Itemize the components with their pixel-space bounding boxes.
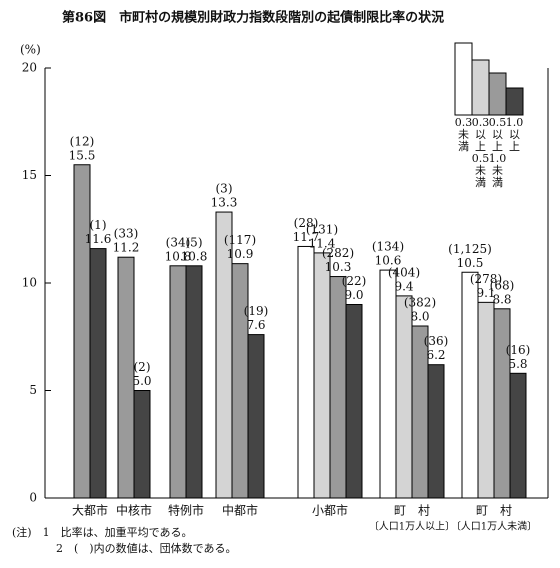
bar <box>345 304 363 499</box>
legend-swatch <box>505 87 524 116</box>
x-tick-label: 大都市 <box>72 503 108 518</box>
legend-swatch <box>471 59 490 116</box>
count-label: (117) <box>224 233 256 247</box>
count-label: (3) <box>216 182 233 196</box>
count-label: (33) <box>114 227 139 241</box>
category-note: 〔人口1万人未満〕 <box>451 521 537 533</box>
bar <box>379 269 397 499</box>
y-tick-label: 15 <box>22 168 37 182</box>
y-tick-label: 10 <box>22 276 37 290</box>
bar <box>313 252 331 499</box>
count-label: (12) <box>70 134 95 148</box>
value-label: 10.6 <box>375 254 402 268</box>
bar <box>133 390 151 499</box>
value-label: 11.2 <box>113 241 140 255</box>
bar <box>89 248 107 499</box>
value-label: 10.8 <box>181 249 208 263</box>
value-label: 13.3 <box>211 196 238 210</box>
y-axis-label: (%) <box>20 43 41 57</box>
count-label: (36) <box>424 334 449 348</box>
bar <box>169 265 187 499</box>
legend-swatch <box>488 72 507 116</box>
note: (注) 1 比率は、加重平均である。 <box>12 525 192 539</box>
chart-title: 第86図 市町村の規模別財政力指数段階別の起債制限比率の状況 <box>62 10 444 26</box>
count-label: (278) <box>470 272 502 286</box>
y-tick-label: 0 <box>29 491 37 505</box>
legend-swatch <box>454 42 473 116</box>
bar <box>231 263 249 499</box>
legend-label: 0.3 以上 0.5 未満 <box>472 116 490 189</box>
value-label: 8.0 <box>410 310 429 324</box>
bar <box>493 308 511 499</box>
value-label: 11.4 <box>309 236 336 250</box>
bar <box>247 334 265 499</box>
count-label: (134) <box>372 240 404 254</box>
x-tick-label: 特例市 <box>168 503 204 518</box>
value-label: 8.8 <box>492 292 511 306</box>
count-label: (16) <box>506 343 531 357</box>
bar <box>73 164 91 499</box>
count-label: (5) <box>186 235 203 249</box>
bar <box>509 372 527 499</box>
bar <box>185 265 203 499</box>
legend-label: 0.3 未満 <box>455 116 473 153</box>
legend-label: 1.0 以上 <box>506 116 524 153</box>
count-label: (19) <box>244 304 269 318</box>
bar <box>117 256 135 499</box>
count-label: (68) <box>490 278 515 292</box>
count-label: (131) <box>306 222 338 236</box>
x-tick-label: 小都市 <box>312 503 348 518</box>
bar <box>461 271 479 499</box>
value-label: 9.1 <box>476 286 495 300</box>
x-tick-label: 中核市 <box>116 503 152 518</box>
y-tick-label: 20 <box>22 61 37 75</box>
count-label: (34) <box>166 235 191 249</box>
bar <box>477 301 495 499</box>
category-note: 〔人口1万人以上〕 <box>369 521 455 533</box>
count-label: (282) <box>322 246 354 260</box>
value-label: 10.8 <box>165 249 192 263</box>
value-label: 11.6 <box>85 232 112 246</box>
value-label: 7.6 <box>246 318 265 332</box>
value-label: 5.0 <box>132 374 151 388</box>
count-label: (2) <box>134 360 151 374</box>
x-tick-label: 町 村 <box>394 504 430 518</box>
note: 2 ( )内の数値は、団体数である。 <box>56 541 236 555</box>
bar <box>329 276 347 499</box>
bar <box>427 364 445 499</box>
value-label: 10.5 <box>457 256 484 270</box>
value-label: 15.5 <box>69 148 96 162</box>
count-label: (1) <box>90 218 107 232</box>
value-label: 5.8 <box>508 357 527 371</box>
x-tick-label: 町 村 <box>476 504 512 518</box>
y-tick-label: 5 <box>29 383 37 397</box>
count-label: (1,125) <box>448 242 492 256</box>
count-label: (22) <box>342 274 367 288</box>
value-label: 11.7 <box>293 230 320 244</box>
value-label: 10.9 <box>227 247 254 261</box>
value-label: 9.4 <box>394 279 413 293</box>
bar <box>297 245 315 499</box>
value-label: 10.3 <box>325 260 352 274</box>
count-label: (28) <box>294 216 319 230</box>
count-label: (404) <box>388 265 420 279</box>
value-label: 9.0 <box>344 288 363 302</box>
value-label: 6.2 <box>426 348 445 362</box>
legend-label: 0.5 以上 1.0 未満 <box>489 116 507 189</box>
x-tick-label: 中都市 <box>222 503 258 518</box>
bar <box>395 295 413 499</box>
count-label: (382) <box>404 296 436 310</box>
